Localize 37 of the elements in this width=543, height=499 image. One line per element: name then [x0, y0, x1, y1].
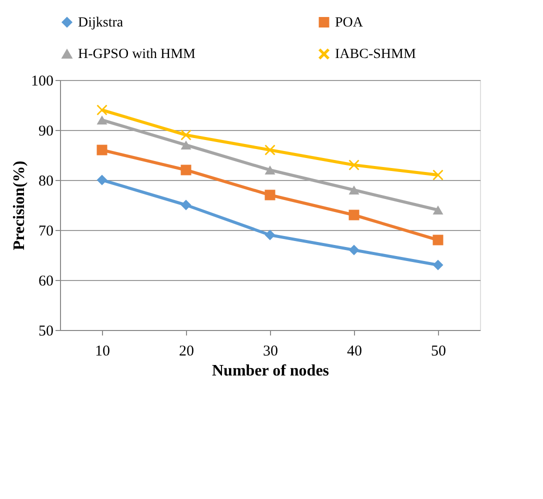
point — [264, 165, 276, 175]
point — [180, 164, 192, 176]
y-tick-label: 50 — [38, 324, 54, 340]
point — [264, 190, 276, 200]
point — [432, 234, 444, 246]
x-tick-label: 40 — [347, 344, 362, 360]
y-tick-label: 90 — [38, 124, 54, 140]
point — [348, 210, 360, 220]
x-axis-title: Number of nodes — [212, 362, 330, 380]
point — [264, 230, 276, 240]
point — [348, 160, 360, 170]
point — [180, 140, 192, 150]
point — [180, 130, 192, 140]
point — [432, 170, 444, 180]
x-tick-label: 50 — [431, 344, 446, 360]
legend-label: Dijkstra — [78, 15, 124, 30]
point — [96, 144, 108, 156]
point — [96, 104, 108, 116]
point — [432, 260, 444, 270]
y-tick-label: 70 — [38, 224, 54, 240]
point — [264, 144, 276, 156]
point — [348, 244, 360, 256]
y-axis-title: Precision(%) — [11, 160, 28, 250]
x-tick-label: 20 — [179, 344, 194, 360]
x-tick-label: 30 — [263, 344, 278, 360]
legend-label: H-GPSO with HMM — [78, 47, 196, 62]
y-tick-label: 80 — [38, 174, 54, 190]
point — [96, 115, 108, 125]
point — [96, 174, 108, 186]
y-tick-label: 60 — [38, 274, 54, 290]
point — [348, 185, 360, 195]
legend-label: POA — [335, 15, 364, 30]
x-tick-label: 10 — [95, 344, 110, 360]
point — [180, 200, 192, 210]
point — [432, 205, 444, 215]
legend-label: IABC-SHMM — [335, 47, 416, 62]
y-tick-label: 100 — [31, 74, 54, 90]
